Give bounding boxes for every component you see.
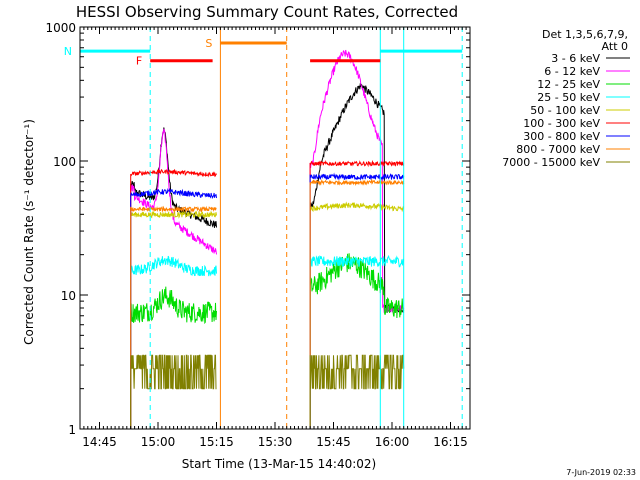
legend-label-6: 100 - 300 keV xyxy=(523,117,600,130)
footer-date: 7-Jun-2019 02:33 xyxy=(566,468,636,477)
flag-label-N: N xyxy=(64,45,72,58)
y-tick-label-1: 1 xyxy=(68,423,76,437)
legend-label-3: 12 - 25 keV xyxy=(537,78,600,91)
x-tick-label-3: 15:15 xyxy=(199,435,234,449)
x-axis-label: Start Time (13-Mar-15 14:40:02) xyxy=(182,457,376,471)
axes: 14:45 15:00 15:15 15:30 15:45 16:00 16:15 1 10 10… xyxy=(45,21,471,449)
x-tick-label-2: 15:00 xyxy=(141,435,176,449)
legend-label-2: 6 - 12 keV xyxy=(544,65,600,78)
y-tick-label-2: 10 xyxy=(61,289,76,303)
x-tick-label-6: 16:00 xyxy=(375,435,410,449)
flag-label-S: S xyxy=(205,37,212,50)
legend-label-9: 7000 - 15000 keV xyxy=(502,156,600,169)
y-tick-label-4: 1000 xyxy=(45,21,76,35)
series-line-2 xyxy=(130,49,405,429)
x-tick-label-1: 14:45 xyxy=(82,435,117,449)
legend-header-1: Det 1,3,5,6,7,9, xyxy=(542,28,628,41)
series-line-4 xyxy=(130,254,405,429)
series-line-3 xyxy=(130,253,405,429)
legend-label-8: 800 - 7000 keV xyxy=(516,143,600,156)
legend-header-2: Att 0 xyxy=(602,40,628,53)
series-line-8 xyxy=(130,178,405,429)
flag-label-F: F xyxy=(136,55,142,68)
y-tick-label-3: 100 xyxy=(53,155,76,169)
series-line-6 xyxy=(130,159,405,429)
x-tick-label-4: 15:30 xyxy=(258,435,293,449)
legend-label-1: 3 - 6 keV xyxy=(551,52,600,65)
x-tick-label-7: 16:15 xyxy=(433,435,468,449)
legend-label-4: 25 - 50 keV xyxy=(537,91,600,104)
y-axis-label: Corrected Count Rate (s⁻¹ detector⁻¹) xyxy=(22,119,36,345)
legend-label-5: 50 - 100 keV xyxy=(530,104,600,117)
series-line-7 xyxy=(130,172,405,429)
series-line-9 xyxy=(130,354,405,429)
chart-title: HESSI Observing Summary Count Rates, Cor… xyxy=(76,3,458,21)
x-tick-label-5: 15:45 xyxy=(316,435,351,449)
legend-label-7: 300 - 800 keV xyxy=(523,130,600,143)
series-line-5 xyxy=(130,201,405,429)
